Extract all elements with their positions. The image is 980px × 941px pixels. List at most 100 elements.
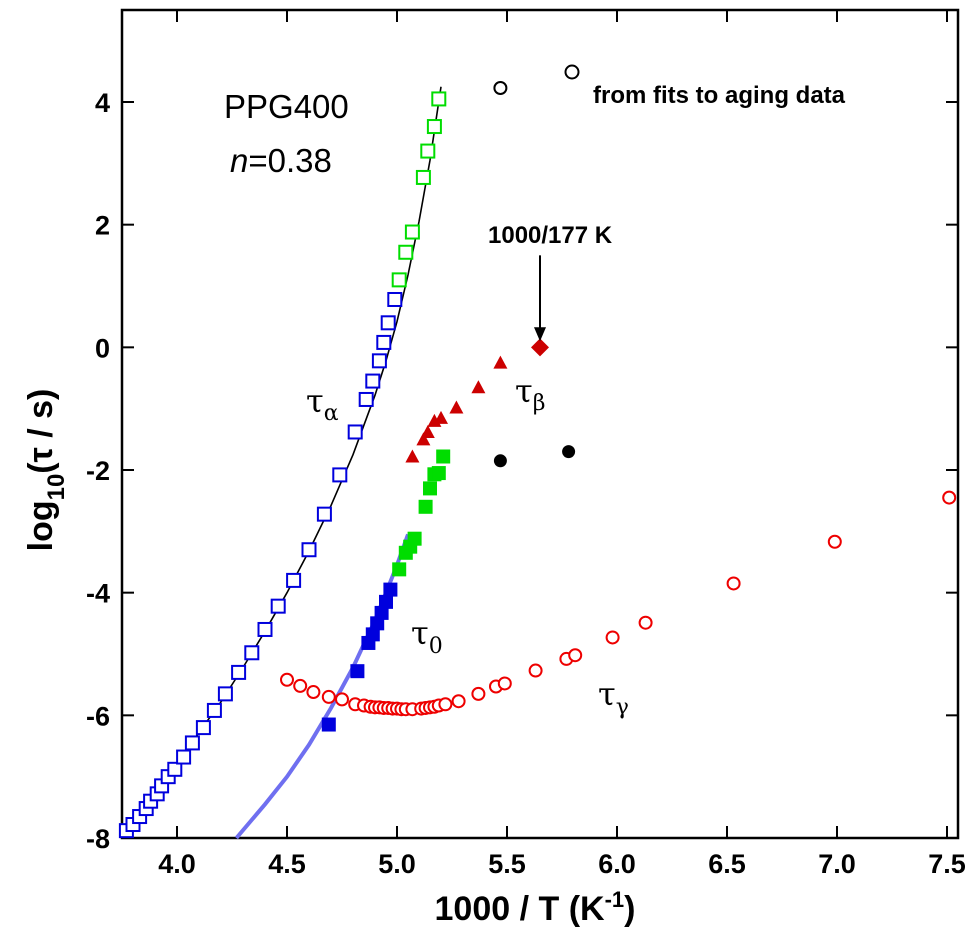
open-square-point (257, 621, 273, 637)
y-tick-label: -4 (86, 579, 110, 609)
open-circle-point (335, 692, 349, 707)
y-axis-ticks: 4 2 0 -2 -4 -6 -8 (86, 88, 958, 854)
filled-diamond-point (531, 338, 549, 357)
open-circle-point (568, 648, 583, 663)
open-square-point (286, 572, 302, 588)
open-square-point (301, 542, 317, 558)
open-square-point (176, 749, 192, 765)
tau-zero-fit-curve (234, 533, 410, 840)
sample-label: PPG400 (224, 88, 349, 125)
filled-square-point (418, 499, 433, 514)
tau-gamma-label: τγ (598, 675, 629, 720)
x-tick-label: 5.5 (488, 849, 526, 879)
open-square-point (270, 598, 286, 614)
x-tick-label: 7.0 (818, 849, 856, 879)
open-square-point (415, 169, 431, 185)
filled-square-point (423, 481, 437, 496)
open-square-point (358, 391, 374, 407)
filled-square-point (431, 466, 446, 481)
open-square-point (431, 91, 447, 107)
filled-triangle-point (434, 410, 448, 424)
open-square-point (404, 224, 420, 240)
filled-square-point (350, 664, 365, 679)
open-circle-point (942, 490, 957, 505)
filled-triangle-point (405, 449, 420, 463)
x-tick-label: 6.5 (708, 849, 746, 879)
x-axis-label-exponent: -1 (605, 887, 625, 912)
n-label: n=0.38 (230, 142, 332, 179)
tau-alpha-label: τα (306, 382, 339, 426)
legend-open-circle-marker-alt (493, 81, 508, 95)
open-square-point (231, 664, 247, 680)
open-square-point (184, 735, 200, 751)
filled-triangle-point (471, 380, 486, 394)
x-tick-label: 4.5 (268, 849, 306, 879)
filled-square-point (383, 582, 398, 597)
plot-frame (120, 8, 960, 840)
open-square-point (398, 244, 414, 260)
x-tick-label: 6.0 (598, 849, 636, 879)
filled-triangle-point (449, 400, 464, 414)
n-value: =0.38 (248, 142, 332, 179)
open-square-point (380, 315, 396, 331)
open-circle-point (306, 685, 321, 700)
filled-circle-point (562, 445, 576, 459)
filled-square-point (379, 594, 393, 609)
open-circle-point (497, 676, 512, 691)
open-circle-point (638, 615, 653, 630)
y-tick-label: 2 (95, 211, 110, 241)
data-points (118, 81, 957, 839)
open-square-point (347, 424, 363, 440)
open-circle-point (451, 694, 466, 709)
open-circle-point (726, 576, 741, 591)
x-axis-ticks: 4.0 4.5 5.0 5.5 6.0 6.5 7.0 7.5 (158, 10, 966, 879)
legend-open-circle-marker (564, 64, 580, 80)
tau-alpha-fit-curve (125, 86, 442, 833)
open-circle-point (280, 672, 294, 687)
filled-triangle-point (420, 424, 435, 438)
open-square-point (217, 686, 233, 702)
open-square-point (316, 506, 332, 522)
open-circle-point (321, 689, 336, 704)
legend-note: from fits to aging data (593, 82, 846, 109)
open-square-point (195, 720, 211, 736)
filled-square-point (321, 717, 336, 732)
open-square-point (244, 645, 260, 661)
filled-triangle-point (416, 432, 431, 446)
filled-square-point (407, 531, 422, 546)
tau-beta-label: τβ (515, 372, 545, 416)
x-tick-label: 7.5 (928, 849, 966, 879)
open-square-point (391, 272, 407, 288)
arrow-head (534, 327, 546, 342)
open-square-point (167, 761, 183, 777)
open-square-point (371, 353, 387, 369)
n-symbol: n (230, 142, 248, 179)
open-square-point (332, 467, 348, 483)
open-circle-point (605, 630, 620, 645)
x-axis-label: 1000 / T (K-1) (435, 887, 636, 928)
filled-circle-point (493, 454, 507, 468)
x-tick-label: 4.0 (158, 849, 196, 879)
y-axis-label-subscript: 10 (43, 474, 70, 501)
filled-square-point (392, 562, 407, 577)
open-circle-point (827, 534, 842, 549)
tau-zero-label: τ0 (411, 614, 443, 659)
open-circle-point (293, 678, 308, 693)
open-square-point (426, 119, 442, 135)
arrow-label: 1000/177 K (488, 222, 613, 249)
open-square-point (365, 373, 381, 389)
x-tick-label: 5.0 (378, 849, 416, 879)
y-tick-label: 4 (95, 88, 110, 118)
plot-border (120, 8, 960, 840)
y-tick-label: -2 (86, 456, 110, 486)
fit-curves (125, 86, 442, 840)
open-circle-point (438, 697, 453, 712)
y-axis-label: log10(τ / s) (22, 389, 70, 552)
open-circle-point (471, 686, 486, 701)
filled-square-point (436, 449, 451, 464)
y-tick-label: 0 (95, 333, 110, 363)
y-tick-label: -8 (86, 824, 110, 854)
open-square-point (206, 702, 222, 718)
open-square-point (376, 334, 392, 350)
